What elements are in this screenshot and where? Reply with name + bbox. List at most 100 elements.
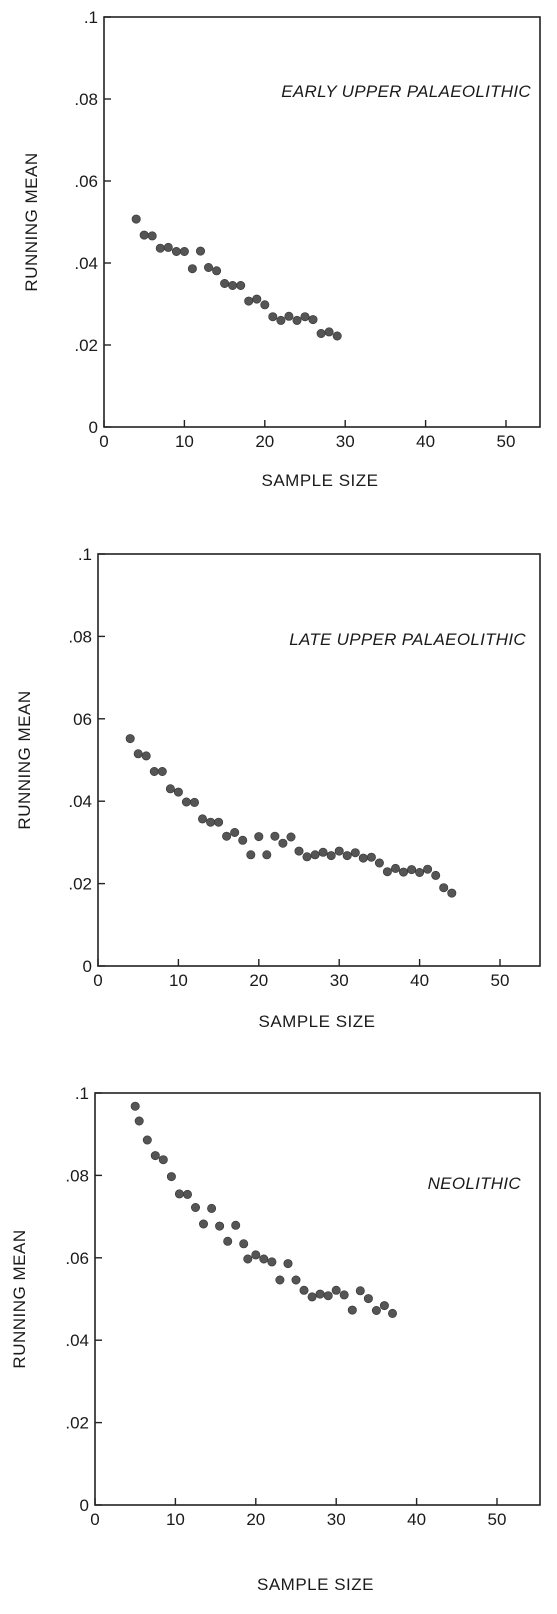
y-tick-label: 06: [73, 710, 92, 729]
data-point: [331, 1285, 341, 1295]
chart-panel-3: 0 .02 .04 .06 .08 .1 0 10 20 30 40 50 SAMPLE SIZE RUN…: [10, 1084, 541, 1594]
data-point: [358, 853, 368, 863]
data-point: [276, 315, 286, 325]
y-tick-label: .1: [78, 545, 92, 564]
data-point: [187, 264, 197, 274]
data-point: [292, 315, 302, 325]
data-point: [350, 848, 360, 858]
data-point: [439, 883, 449, 893]
y-tick-label: 0: [89, 418, 98, 437]
data-point: [147, 231, 157, 241]
data-point: [291, 1275, 301, 1285]
data-point: [228, 280, 238, 290]
data-point: [204, 262, 214, 272]
data-point: [125, 734, 135, 744]
x-tick-label: 10: [175, 432, 194, 451]
data-point: [212, 266, 222, 276]
data-point: [431, 870, 441, 880]
y-axis-label: RUNNING MEAN: [10, 1229, 29, 1368]
data-point: [163, 242, 173, 252]
y-tick-label: 0: [83, 957, 92, 976]
data-point: [302, 852, 312, 862]
chart-title: NEOLITHIC: [428, 1174, 522, 1193]
x-axis-label: SAMPLE SIZE: [262, 471, 379, 490]
data-series: [130, 1101, 397, 1318]
data-point: [190, 797, 200, 807]
y-tick-label: .06: [65, 1249, 89, 1268]
data-point: [283, 1259, 293, 1269]
chart-panel-2: 0 .02 .04 06 .08 .1 0 10 20 30 40 50 SAMPLE SIZE RUNN…: [15, 545, 541, 1031]
data-point: [173, 787, 183, 797]
data-point: [155, 243, 165, 253]
chart-panel-1: 0 .02 .04 .06 .08 .1 0 10 20 30 40 50 SAMPLE SIZE RUN…: [22, 8, 541, 490]
chart-title: LATE UPPER PALAEOLITHIC: [289, 630, 526, 649]
y-tick-label: .04: [65, 1331, 89, 1350]
data-point: [407, 865, 417, 875]
data-point: [199, 1219, 209, 1229]
data-point: [236, 280, 246, 290]
data-point: [166, 1172, 176, 1182]
y-tick-label: .08: [68, 627, 92, 646]
x-tick-label: 0: [90, 1510, 99, 1529]
x-tick-label: 50: [497, 432, 516, 451]
x-tick-label: 0: [93, 971, 102, 990]
data-point: [355, 1286, 365, 1296]
data-point: [268, 312, 278, 322]
data-point: [447, 888, 457, 898]
data-point: [299, 1285, 309, 1295]
data-point: [133, 749, 143, 759]
data-point: [206, 817, 216, 827]
data-point: [374, 858, 384, 868]
data-point: [294, 846, 304, 856]
data-point: [267, 1257, 277, 1267]
x-tick-label: 20: [246, 1510, 265, 1529]
data-point: [243, 1254, 253, 1264]
data-point: [158, 1155, 168, 1165]
data-point: [142, 1135, 152, 1145]
data-point: [278, 838, 288, 848]
data-point: [347, 1305, 357, 1315]
y-tick-label: .04: [68, 792, 92, 811]
data-point: [246, 850, 256, 860]
data-point: [284, 311, 294, 321]
data-point: [179, 247, 189, 257]
y-tick-label: 0: [80, 1496, 89, 1515]
data-point: [214, 817, 224, 827]
data-point: [339, 1290, 349, 1300]
x-tick-label: 40: [410, 971, 429, 990]
data-point: [323, 1291, 333, 1301]
data-point: [191, 1203, 201, 1213]
data-point: [220, 278, 230, 288]
y-tick-label: .1: [84, 8, 98, 27]
data-point: [262, 850, 272, 860]
data-point: [307, 1292, 317, 1302]
data-point: [363, 1294, 373, 1304]
y-tick-label: .04: [74, 254, 98, 273]
data-point: [207, 1203, 217, 1213]
data-point: [334, 846, 344, 856]
y-axis-label: RUNNING MEAN: [15, 690, 34, 829]
x-tick-label: 40: [407, 1510, 426, 1529]
data-point: [149, 766, 159, 776]
x-tick-label: 0: [99, 432, 108, 451]
y-tick-label: .06: [74, 172, 98, 191]
data-point: [183, 1189, 193, 1199]
data-point: [270, 831, 280, 841]
data-point: [342, 851, 352, 861]
data-point: [382, 867, 392, 877]
data-point: [239, 1239, 249, 1249]
data-point: [165, 784, 175, 794]
data-point: [181, 797, 191, 807]
data-point: [260, 300, 270, 310]
data-point: [174, 1189, 184, 1199]
x-axis-label: SAMPLE SIZE: [257, 1575, 374, 1594]
data-point: [379, 1301, 389, 1311]
x-tick-label: 40: [416, 432, 435, 451]
x-tick-label: 50: [488, 1510, 507, 1529]
data-point: [315, 1289, 325, 1299]
data-point: [254, 832, 264, 842]
data-point: [231, 1220, 241, 1230]
data-point: [310, 850, 320, 860]
x-tick-label: 20: [255, 432, 274, 451]
